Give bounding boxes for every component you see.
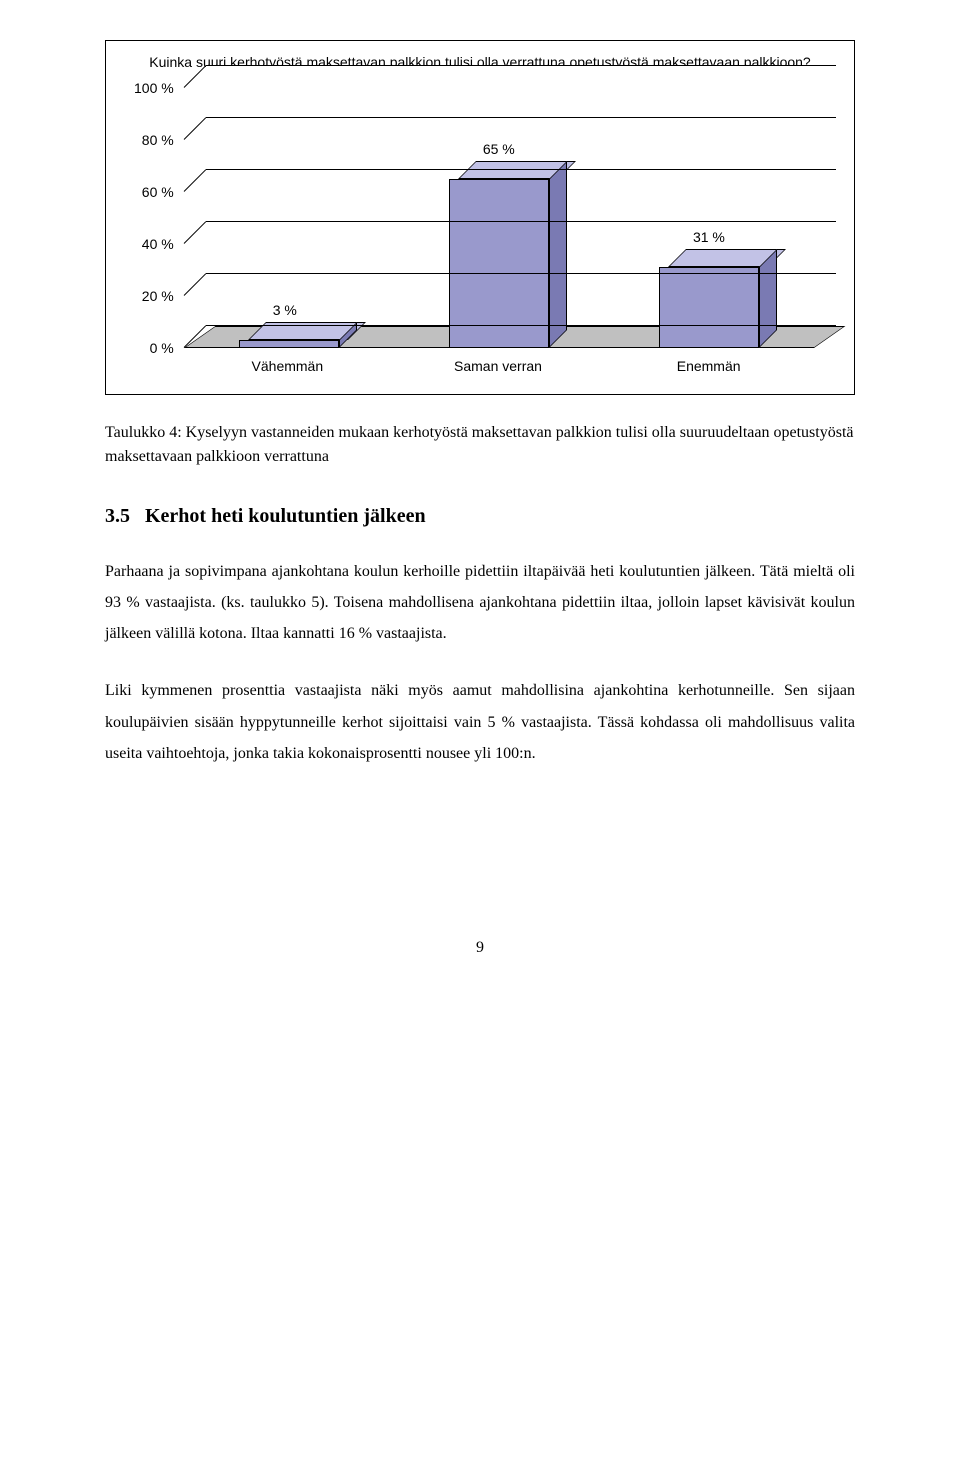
bar: 65 %: [449, 179, 549, 348]
bar-front-face: [659, 267, 759, 348]
x-tick-label: Saman verran: [433, 358, 563, 374]
gridline: [206, 273, 836, 274]
gridline: [206, 117, 836, 118]
bar-slot: 3 %: [224, 88, 354, 348]
bar-value-label: 3 %: [273, 302, 297, 318]
x-axis: Vähemmän Saman verran Enemmän: [182, 348, 814, 374]
bar: 3 %: [239, 340, 339, 348]
page: Kuinka suuri kerhotyöstä maksettavan pal…: [0, 0, 960, 1017]
plot-area: 3 % 65 %: [184, 88, 814, 348]
gridline: [206, 325, 836, 326]
chart-container: Kuinka suuri kerhotyöstä maksettavan pal…: [105, 40, 855, 395]
bar-front-face: [239, 340, 339, 348]
bars-group: 3 % 65 %: [184, 88, 814, 348]
bar-front-face: [449, 179, 549, 348]
x-tick-label: Enemmän: [644, 358, 774, 374]
paragraph: Parhaana ja sopivimpana ajankohtana koul…: [105, 556, 855, 650]
heading-number: 3.5: [105, 505, 130, 527]
chart-caption: Taulukko 4: Kyselyyn vastanneiden mukaan…: [105, 421, 855, 469]
y-axis: 100 % 80 % 60 % 40 % 20 % 0 %: [134, 88, 184, 348]
bar: 31 %: [659, 267, 759, 348]
gridline: [206, 221, 836, 222]
chart-body: 100 % 80 % 60 % 40 % 20 % 0 % 3 %: [126, 88, 834, 348]
bar-side-face: [549, 161, 567, 348]
section-heading: 3.5 Kerhot heti koulutuntien jälkeen: [105, 505, 855, 528]
gridline: [206, 169, 836, 170]
bar-value-label: 65 %: [483, 141, 515, 157]
bar-slot: 65 %: [434, 88, 564, 348]
x-tick-label: Vähemmän: [222, 358, 352, 374]
heading-text: Kerhot heti koulutuntien jälkeen: [145, 505, 426, 527]
bar-slot: 31 %: [644, 88, 774, 348]
bar-value-label: 31 %: [693, 229, 725, 245]
paragraph: Liki kymmenen prosenttia vastaajista näk…: [105, 675, 855, 769]
plot-3d: 3 % 65 %: [184, 88, 814, 348]
page-number: 9: [105, 939, 855, 957]
gridline: [206, 65, 836, 66]
bar-side-face: [759, 249, 777, 348]
